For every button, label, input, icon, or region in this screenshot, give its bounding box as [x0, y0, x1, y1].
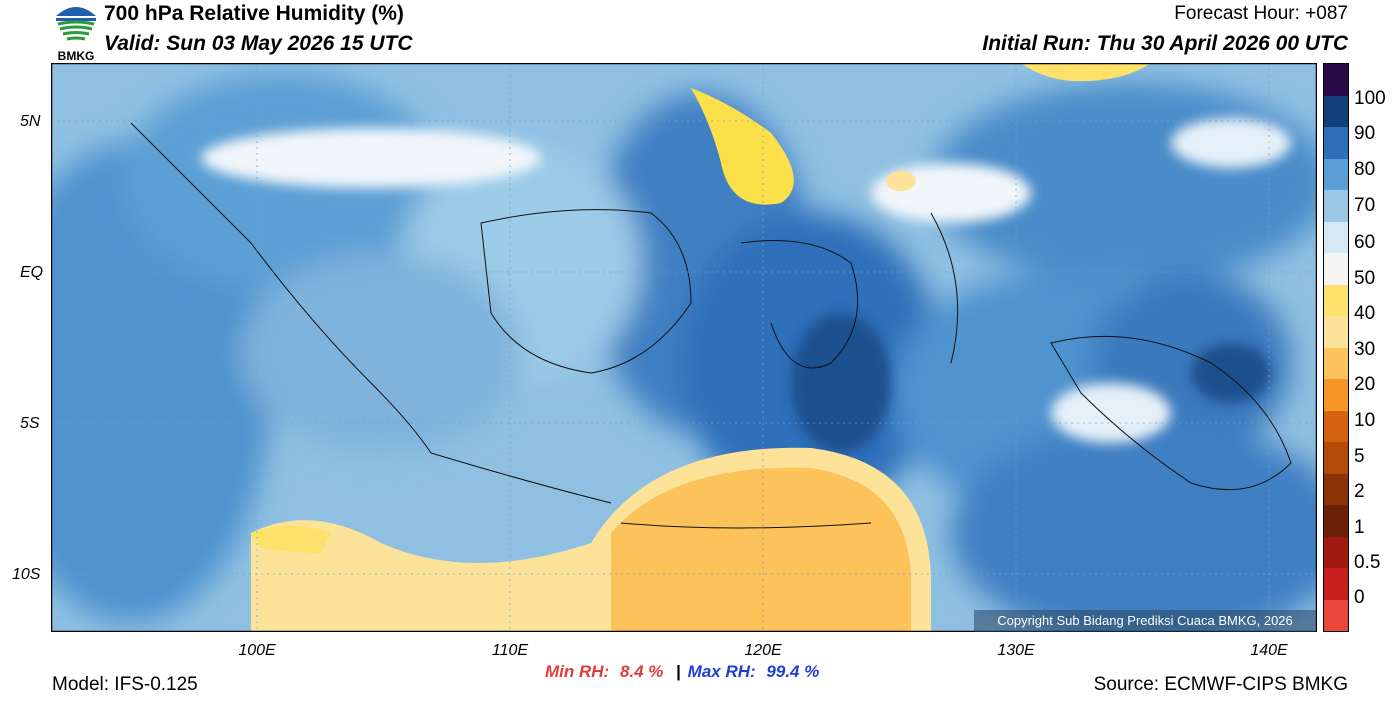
- colorbar-label: 30: [1354, 339, 1376, 360]
- colorbar-segment: [1324, 95, 1348, 127]
- colorbar-label: 100: [1354, 88, 1386, 109]
- colorbar-segment: [1324, 64, 1348, 96]
- stats-separator: |: [676, 662, 681, 681]
- colorbar-label: 2: [1354, 481, 1365, 502]
- colorbar-segment: [1324, 568, 1348, 600]
- colorbar-label: 20: [1354, 374, 1376, 395]
- colorbar-label: 80: [1354, 159, 1376, 180]
- min-rh-label: Min RH:: [545, 662, 610, 681]
- colorbar-label: 40: [1354, 303, 1376, 324]
- colorbar-label: 50: [1354, 268, 1376, 289]
- lon-label: 100E: [238, 642, 276, 659]
- lon-label: 140E: [1250, 642, 1288, 659]
- colorbar-label: 60: [1354, 232, 1376, 253]
- colorbar-segment: [1324, 347, 1348, 379]
- colorbar-label: 0: [1354, 587, 1365, 608]
- colorbar-segment: [1324, 284, 1348, 316]
- model-label: Model: IFS-0.125: [52, 674, 198, 695]
- colorbar-label: 5: [1354, 446, 1365, 467]
- min-rh-value: 8.4 %: [619, 662, 664, 681]
- colorbar-label: 90: [1354, 123, 1376, 144]
- lat-label: EQ: [20, 264, 44, 281]
- bmkg-logo: BMKG: [52, 2, 100, 63]
- colorbar-segment: [1324, 599, 1348, 631]
- colorbar-label: 0.5: [1354, 552, 1381, 573]
- lat-label: 5N: [20, 113, 41, 130]
- humidity-map[interactable]: Copyright Sub Bidang Prediksi Cuaca BMKG…: [0, 62, 1351, 643]
- colorbar-segment: [1324, 190, 1348, 222]
- logo-text: BMKG: [57, 49, 95, 63]
- initial-run: Initial Run: Thu 30 April 2026 00 UTC: [982, 32, 1348, 55]
- colorbar-segment: [1324, 505, 1348, 537]
- colorbar-label: 1: [1354, 517, 1365, 538]
- colorbar-segment: [1324, 473, 1348, 505]
- lat-label: 5S: [20, 415, 40, 432]
- lon-label: 130E: [997, 642, 1035, 659]
- map-title: 700 hPa Relative Humidity (%): [104, 2, 404, 25]
- colorbar-segment: [1324, 536, 1348, 568]
- colorbar-segment: [1324, 442, 1348, 474]
- colorbar: [1323, 63, 1349, 632]
- copyright-notice: Copyright Sub Bidang Prediksi Cuaca BMKG…: [974, 610, 1316, 632]
- colorbar-segment: [1324, 221, 1348, 253]
- valid-time: Valid: Sun 03 May 2026 15 UTC: [104, 32, 413, 55]
- max-rh-label: Max RH:: [687, 662, 756, 681]
- colorbar-segment: [1324, 316, 1348, 348]
- lon-label: 110E: [491, 642, 529, 659]
- colorbar-segment: [1324, 127, 1348, 159]
- colorbar-segment: [1324, 158, 1348, 190]
- forecast-hour: Forecast Hour: +087: [1174, 3, 1348, 24]
- colorbar-segment: [1324, 253, 1348, 285]
- colorbar-label: 70: [1354, 195, 1376, 216]
- colorbar-segment: [1324, 410, 1348, 442]
- colorbar-label: 10: [1354, 410, 1376, 431]
- lat-label: 10S: [12, 566, 41, 583]
- max-rh-value: 99.4 %: [766, 662, 820, 681]
- lon-label: 120E: [744, 642, 782, 659]
- source-label: Source: ECMWF-CIPS BMKG: [1093, 674, 1348, 695]
- colorbar-segment: [1324, 379, 1348, 411]
- rh-stats: Min RH: 8.4 % | Max RH: 99.4 %: [545, 662, 819, 682]
